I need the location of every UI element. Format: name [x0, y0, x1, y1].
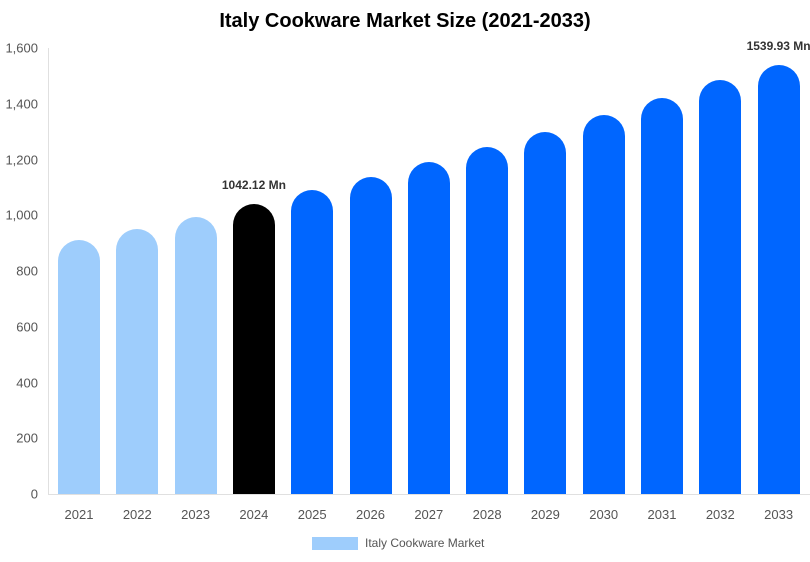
bar-2028[interactable]: [466, 147, 509, 494]
bar-2027[interactable]: [407, 162, 450, 494]
x-tick-label: 2030: [589, 507, 619, 522]
x-tick-label: 2025: [297, 507, 327, 522]
data-label-2024: 1042.12 Mn: [221, 177, 286, 192]
data-label-2033: 1539.93 Mn: [746, 38, 810, 53]
bar-2033[interactable]: [757, 64, 800, 494]
y-axis-line: [48, 48, 49, 494]
y-tick-label: 0: [30, 486, 38, 502]
x-tick-label: 2023: [181, 507, 211, 522]
y-tick-label: 200: [16, 430, 38, 446]
x-tick-label: 2029: [530, 507, 560, 522]
bar-2025[interactable]: [291, 190, 334, 494]
y-tick-label: 800: [16, 263, 38, 279]
x-tick-label: 2031: [647, 507, 677, 522]
x-tick-label: 2028: [472, 507, 502, 522]
x-tick-label: 2027: [414, 507, 444, 522]
x-tick-label: 2021: [64, 507, 94, 522]
y-tick-label: 1,200: [5, 152, 38, 167]
bar-2023[interactable]: [174, 216, 217, 494]
x-axis-line: [48, 494, 810, 495]
legend-label: Italy Cookware Market: [365, 536, 485, 550]
legend[interactable]: Italy Cookware Market: [312, 536, 484, 550]
bar-2026[interactable]: [349, 176, 392, 494]
x-tick-label: 2032: [705, 507, 735, 522]
bar-2022[interactable]: [116, 228, 159, 494]
x-tick-label: 2026: [356, 507, 385, 522]
bar-2030[interactable]: [582, 115, 625, 494]
x-tick-label: 2022: [122, 507, 152, 522]
bar-2024[interactable]: [232, 203, 275, 494]
chart-title: Italy Cookware Market Size (2021-2033): [219, 10, 591, 32]
y-tick-label: 1,400: [5, 96, 38, 112]
legend-swatch: [312, 536, 358, 550]
y-tick-label: 1,600: [5, 40, 38, 56]
x-tick-label: 2024: [239, 507, 269, 522]
bar-2032[interactable]: [699, 80, 742, 494]
y-tick-label: 1,000: [5, 207, 38, 223]
bar-2031[interactable]: [641, 97, 683, 494]
y-tick-label: 600: [16, 319, 38, 335]
y-tick-label: 400: [16, 375, 38, 390]
bar-2021[interactable]: [58, 240, 100, 494]
bar-2029[interactable]: [524, 131, 567, 494]
x-tick-label: 2033: [764, 507, 794, 522]
